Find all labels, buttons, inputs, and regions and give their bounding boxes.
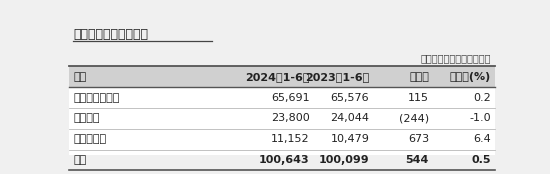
Bar — [69, 108, 495, 129]
Text: 65,576: 65,576 — [331, 93, 369, 103]
Text: 职工薪酬及福利: 职工薪酬及福利 — [73, 93, 119, 103]
Text: 0.5: 0.5 — [471, 155, 491, 165]
Text: 折旧和摊销: 折旧和摊销 — [73, 134, 106, 144]
Text: 增减额: 增减额 — [409, 72, 429, 82]
Text: 100,643: 100,643 — [259, 155, 310, 165]
Bar — [69, 129, 495, 149]
Text: 24,044: 24,044 — [330, 113, 369, 123]
Text: 673: 673 — [408, 134, 429, 144]
Text: 11,152: 11,152 — [271, 134, 310, 144]
Text: 业务及管理费主要构成: 业务及管理费主要构成 — [73, 28, 148, 41]
Bar — [69, 149, 495, 170]
Text: 人民币百万元，百分比除外: 人民币百万元，百分比除外 — [420, 53, 491, 63]
Bar — [69, 66, 495, 87]
Text: 项目: 项目 — [73, 72, 86, 82]
Text: 2023年1-6月: 2023年1-6月 — [305, 72, 369, 82]
Text: -1.0: -1.0 — [469, 113, 491, 123]
Text: (244): (244) — [399, 113, 429, 123]
Text: 0.2: 0.2 — [473, 93, 491, 103]
Bar — [69, 87, 495, 108]
Text: 业务费用: 业务费用 — [73, 113, 100, 123]
Text: 23,800: 23,800 — [271, 113, 310, 123]
Text: 544: 544 — [405, 155, 429, 165]
Text: 100,099: 100,099 — [318, 155, 369, 165]
Text: 65,691: 65,691 — [271, 93, 310, 103]
Text: 2024年1-6月: 2024年1-6月 — [245, 72, 310, 82]
Text: 6.4: 6.4 — [473, 134, 491, 144]
Text: 10,479: 10,479 — [331, 134, 369, 144]
Text: 115: 115 — [408, 93, 429, 103]
Text: 增长率(%): 增长率(%) — [449, 72, 491, 82]
Text: 合计: 合计 — [73, 155, 86, 165]
